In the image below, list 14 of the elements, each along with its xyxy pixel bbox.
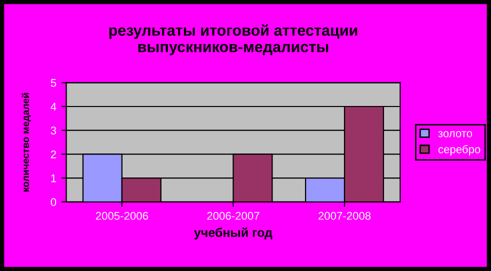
legend-label: золото — [438, 131, 472, 138]
chart-title: результаты итоговой аттестации выпускников-медалисты — [109, 24, 358, 56]
y-tick-label: 0 — [50, 198, 56, 206]
y-tick-label: 2 — [50, 150, 56, 158]
x-tick-label: 2007-2008 — [318, 212, 371, 220]
x-tick-label: 2006-2007 — [207, 212, 260, 220]
y-axis-title: количество медалей — [22, 93, 31, 192]
y-tick-label: 4 — [50, 102, 56, 111]
y-tick-label: 5 — [50, 79, 56, 87]
legend-label: серебро — [438, 145, 480, 156]
y-tick-label: 1 — [51, 174, 56, 182]
x-axis-title: учебный год — [194, 228, 272, 240]
y-tick-label: 3 — [50, 126, 56, 134]
x-tick-label: 2005-2006 — [96, 212, 148, 220]
